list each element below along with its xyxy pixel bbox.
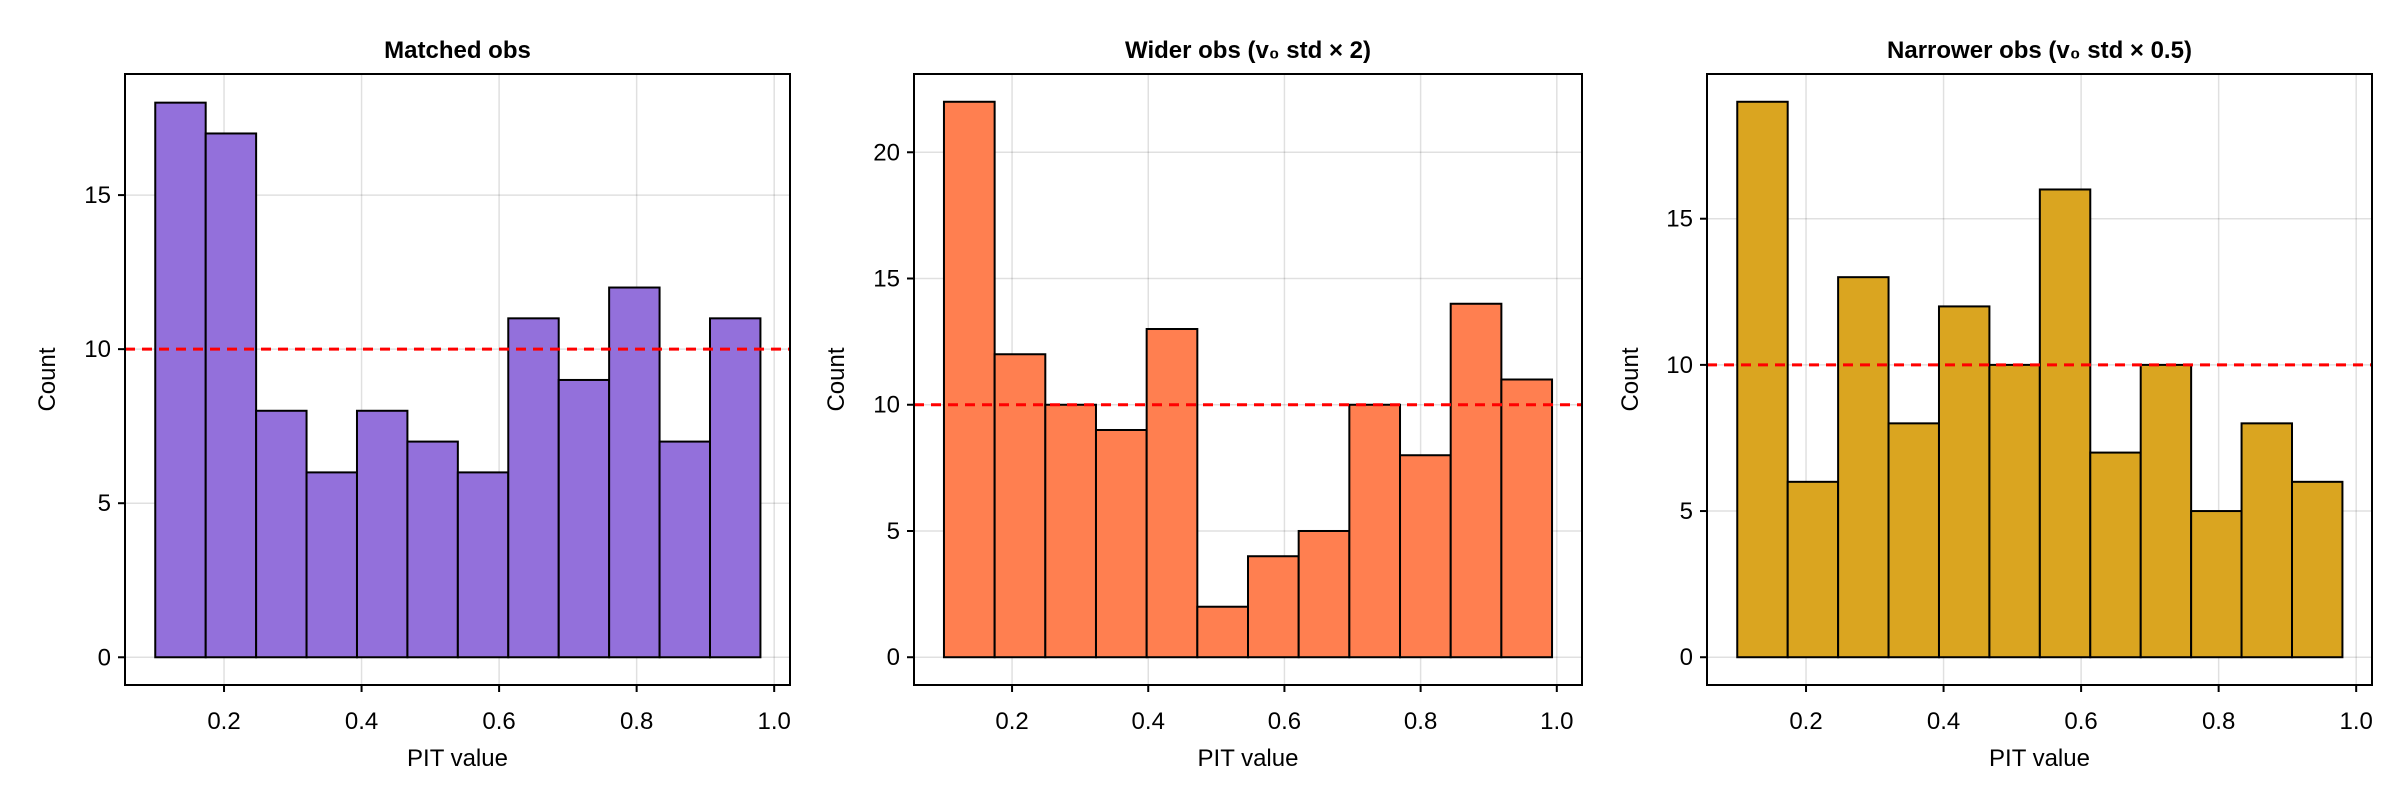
chart-title: Matched obs [384, 37, 531, 64]
y-tick-label: 0 [887, 644, 900, 671]
histogram-bar [1348, 403, 1402, 659]
histogram-bar [355, 409, 409, 659]
y-axis-label: Count [34, 347, 61, 411]
y-tick-label: 5 [1680, 498, 1693, 525]
histogram-bar [2190, 510, 2243, 659]
histogram-bar [2089, 451, 2142, 659]
panel-3: 0.2 0.4 0.6 0.8 1.0 0 5 10 15 Narrower obs (v₀ st… [1617, 37, 2373, 772]
histogram-bar [1887, 422, 1940, 659]
y-tick-label: 15 [1666, 206, 1693, 233]
axes-frame [124, 73, 791, 686]
histogram-bar [154, 101, 207, 659]
histogram-bar [1196, 605, 1250, 659]
x-tick-label: 1.0 [1540, 708, 1573, 735]
y-axis-label: Count [823, 347, 850, 411]
x-tick-label: 0.6 [482, 708, 515, 735]
x-tick-label: 0.6 [1268, 708, 1301, 735]
histogram-bar [1044, 403, 1097, 659]
y-tick-label: 15 [873, 266, 900, 293]
x-tick-label: 1.0 [2339, 708, 2372, 735]
histogram-bar [1988, 363, 2041, 659]
histogram-bar [1736, 100, 1789, 659]
panel-2: 0.2 0.4 0.6 0.8 1.0 0 5 10 15 20 Wider obs (v₀ std… [823, 37, 1583, 772]
x-tick-label: 0.4 [1927, 708, 1960, 735]
chart-title: Wider obs (v₀ std × 2) [1125, 37, 1371, 64]
histogram-bar [305, 471, 358, 659]
y-tick-label: 15 [84, 182, 111, 209]
histogram-bar [1937, 305, 1991, 659]
x-tick-label: 0.2 [207, 708, 240, 735]
x-axis-label: PIT value [1198, 745, 1299, 772]
histogram-bar [1500, 378, 1554, 659]
histogram-bar [1786, 480, 1840, 659]
x-axis-label: PIT value [407, 745, 508, 772]
histogram-bar [2240, 422, 2293, 659]
axes-frame [1706, 73, 2373, 686]
y-tick-label: 10 [1666, 352, 1693, 379]
y-tick-label: 20 [873, 139, 900, 166]
histogram-bar [658, 440, 711, 659]
x-tick-label: 0.4 [1132, 708, 1165, 735]
histogram-bar [1145, 328, 1199, 659]
x-tick-label: 1.0 [757, 708, 790, 735]
histogram-bar [708, 317, 762, 659]
histogram-bar [2038, 188, 2092, 659]
y-tick-label: 10 [84, 336, 111, 363]
histogram-bar [942, 100, 996, 659]
x-tick-label: 0.2 [995, 708, 1028, 735]
histogram-bar [456, 471, 510, 659]
histogram-bar [993, 353, 1047, 659]
x-axis-label: PIT value [1989, 745, 2090, 772]
histogram-bar [2139, 363, 2193, 659]
y-tick-label: 5 [98, 490, 111, 517]
y-tick-label: 0 [1680, 644, 1693, 671]
x-tick-label: 0.4 [345, 708, 378, 735]
panel-1: 0.2 0.4 0.6 0.8 1.0 0 5 10 15 Matched obs PIT valu… [34, 37, 791, 772]
x-tick-label: 0.8 [620, 708, 653, 735]
y-tick-label: 10 [873, 392, 900, 419]
histogram-bar [1399, 454, 1452, 659]
histogram-bar [1837, 276, 1890, 659]
histogram-bar [255, 409, 308, 659]
chart-title: Narrower obs (v₀ std × 0.5) [1887, 37, 2192, 64]
axes-frame [913, 73, 1583, 686]
histogram-bar [1094, 428, 1148, 659]
histogram-bar [1449, 302, 1503, 659]
histogram-bar [204, 132, 258, 659]
y-tick-label: 0 [98, 644, 111, 671]
x-tick-label: 0.2 [1789, 708, 1822, 735]
histogram-bar [1297, 529, 1351, 659]
histogram-bar [507, 317, 560, 659]
histogram-bar [608, 286, 661, 659]
histogram-bar [406, 440, 459, 659]
x-tick-label: 0.8 [2202, 708, 2235, 735]
histogram-bar [1247, 555, 1300, 659]
histogram-bar [557, 378, 611, 659]
histogram-bar [2290, 480, 2344, 659]
y-tick-label: 5 [887, 518, 900, 545]
y-axis-label: Count [1617, 347, 1644, 411]
x-tick-label: 0.8 [1404, 708, 1437, 735]
x-tick-label: 0.6 [2064, 708, 2097, 735]
